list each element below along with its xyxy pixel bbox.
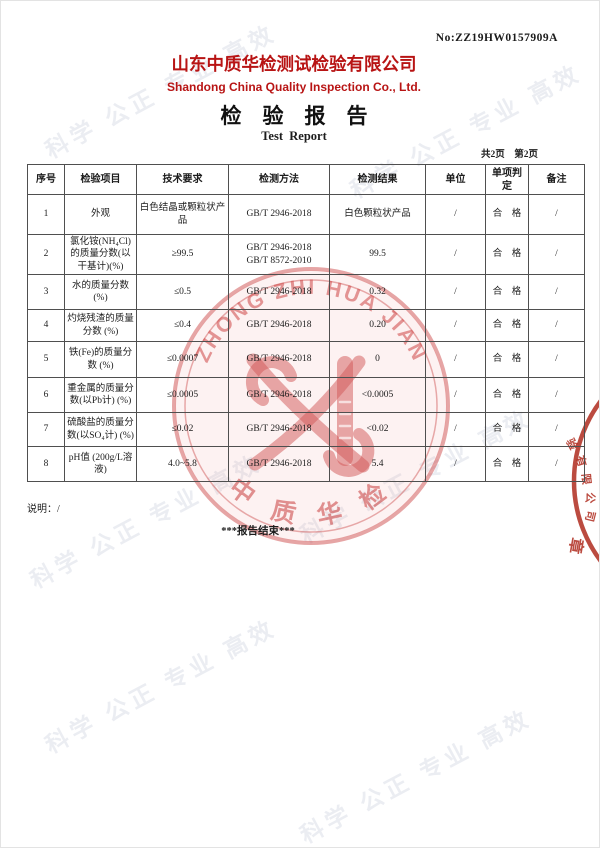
- table-row: 7 硫酸盐的质量分数(以SO₄计) (%) ≤0.02 GB/T 2946-2018 <…: [27, 412, 585, 448]
- diagonal-watermark: 科学 公正 专业 高效: [40, 614, 281, 759]
- column-header: 技术要求: [136, 164, 229, 195]
- table-row: 3 水的质量分数 (%) ≤0.5 GB/T 2946-2018 0.32/合 格 /: [27, 274, 585, 311]
- table-cell: /: [425, 309, 486, 343]
- table-cell: 氯化铵(NH₄Cl)的质量分数(以干基计)(%): [64, 233, 137, 276]
- column-header: 检测结果: [329, 164, 426, 195]
- row-index-cell: 4: [27, 309, 65, 343]
- row-index-cell: 2: [27, 233, 65, 276]
- results-table: 序号 检验项目 技术要求 检测方法 检测结果 单位 单项判定 备注 1 外观 白色结晶或颗粒状产品…: [27, 164, 585, 483]
- table-cell: ≤0.0007: [136, 341, 229, 379]
- table-cell: 0.20: [329, 309, 426, 343]
- table-row: 8 pH值 (200g/L溶液) 4.0~5.8 GB/T 2946-2018 5.4/…: [27, 446, 585, 483]
- table-cell: /: [528, 274, 585, 311]
- table-cell: GB/T 2946-2018: [228, 309, 330, 343]
- table-body: 1 外观 白色结晶或颗粒状产品 GB/T 2946-2018 白色颗粒状产品 / 合 格/2…: [27, 194, 585, 483]
- table-cell: 外观: [64, 194, 137, 235]
- table-cell: ≤0.5: [136, 274, 229, 311]
- note-line: 说明：/: [27, 504, 60, 515]
- table-cell: GB/T 2946-2018 GB/T 8572-2010: [228, 233, 330, 276]
- company-name-cn: 山东中质华检测试检验有限公司: [171, 54, 417, 74]
- table-cell: 重金属的质量分数(以Pb计) (%): [64, 377, 137, 414]
- table-cell: /: [425, 274, 486, 311]
- table-cell: /: [528, 233, 585, 276]
- table-cell: 99.5: [329, 233, 426, 276]
- table-cell: 合 格: [485, 274, 529, 311]
- table-cell: /: [528, 309, 585, 343]
- table-cell: /: [528, 377, 585, 414]
- column-header: 检测方法: [228, 164, 330, 195]
- row-index-cell: 8: [27, 446, 65, 483]
- table-cell: 4.0~5.8: [136, 446, 229, 483]
- table-cell: /: [425, 412, 486, 448]
- table-cell: 合 格: [485, 233, 529, 276]
- table-cell: /: [425, 194, 486, 235]
- column-header: 单位: [425, 164, 486, 195]
- table-cell: /: [425, 233, 486, 276]
- table-cell: 硫酸盐的质量分数(以SO₄计) (%): [64, 412, 137, 448]
- table-cell: /: [425, 446, 486, 483]
- table-cell: /: [425, 341, 486, 379]
- column-header: 检验项目: [64, 164, 137, 195]
- table-cell: GB/T 2946-2018: [228, 274, 330, 311]
- row-index-cell: 5: [27, 341, 65, 379]
- company-name-en: Shandong China Quality Inspection Co., L…: [167, 80, 421, 94]
- table-row: 5 铁(Fe)的质量分数 (%) ≤0.0007 GB/T 2946-2018 0/合 …: [27, 341, 585, 379]
- row-index-cell: 3: [27, 274, 65, 311]
- column-header: 序号: [27, 164, 65, 195]
- table-cell: GB/T 2946-2018: [228, 194, 330, 235]
- edge-stamp-char: 公: [583, 492, 597, 504]
- table-cell: ≤0.4: [136, 309, 229, 343]
- column-header: 备注: [528, 164, 585, 195]
- table-row: 2 氯化铵(NH₄Cl)的质量分数(以干基计)(%) ≥99.5 GB/T 2946-…: [27, 233, 585, 276]
- edge-stamp-char: 章: [565, 536, 586, 555]
- table-cell: GB/T 2946-2018: [228, 341, 330, 379]
- row-index-cell: 6: [27, 377, 65, 414]
- table-cell: 白色结晶或颗粒状产品: [136, 194, 229, 235]
- table-cell: ≤0.02: [136, 412, 229, 448]
- table-cell: 合 格: [485, 309, 529, 343]
- page-count: 共2页 第2页: [480, 150, 538, 160]
- table-cell: 灼烧残渣的质量分数 (%): [64, 309, 137, 343]
- table-cell: 铁(Fe)的质量分数 (%): [64, 341, 137, 379]
- table-cell: <0.02: [329, 412, 426, 448]
- report-title-cn: 检 验 报 告: [220, 105, 368, 128]
- row-index-cell: 1: [27, 194, 65, 235]
- table-cell: GB/T 2946-2018: [228, 446, 330, 483]
- table-cell: /: [528, 194, 585, 235]
- table-cell: 合 格: [485, 341, 529, 379]
- table-row: 4 灼烧残渣的质量分数 (%) ≤0.4 GB/T 2946-2018 0.20/合 格…: [27, 309, 585, 343]
- table-cell: /: [528, 446, 585, 483]
- row-index-cell: 7: [27, 412, 65, 448]
- table-cell: <0.0005: [329, 377, 426, 414]
- table-cell: pH值 (200g/L溶液): [64, 446, 137, 483]
- table-cell: 合 格: [485, 412, 529, 448]
- edge-stamp-char: 司: [582, 509, 597, 523]
- table-cell: /: [528, 341, 585, 379]
- column-header: 单项判定: [485, 164, 529, 195]
- table-cell: ≥99.5: [136, 233, 229, 276]
- end-of-report: ***报告结束***: [221, 526, 295, 537]
- table-cell: 合 格: [485, 446, 529, 483]
- table-cell: GB/T 2946-2018: [228, 377, 330, 414]
- table-cell: /: [528, 412, 585, 448]
- table-cell: 白色颗粒状产品: [329, 194, 426, 235]
- table-header-row: 序号 检验项目 技术要求 检测方法 检测结果 单位 单项判定 备注: [27, 164, 585, 195]
- table-cell: 0.32: [329, 274, 426, 311]
- table-cell: /: [425, 377, 486, 414]
- report-number: No:ZZ19HW0157909A: [435, 32, 558, 44]
- table-cell: GB/T 2946-2018: [228, 412, 330, 448]
- report-title-en: Test Report: [261, 129, 327, 143]
- table-row: 1 外观 白色结晶或颗粒状产品 GB/T 2946-2018 白色颗粒状产品 / 合 格 /: [27, 194, 585, 235]
- table-cell: ≤0.0005: [136, 377, 229, 414]
- table-cell: 水的质量分数 (%): [64, 274, 137, 311]
- table-cell: 合 格: [485, 377, 529, 414]
- table-cell: 5.4: [329, 446, 426, 483]
- table-row: 6 重金属的质量分数(以Pb计) (%) ≤0.0005 GB/T 2946-2018…: [27, 377, 585, 414]
- table-cell: 0: [329, 341, 426, 379]
- diagonal-watermark: 科学 公正 专业 高效: [295, 704, 536, 848]
- table-cell: 合 格: [485, 194, 529, 235]
